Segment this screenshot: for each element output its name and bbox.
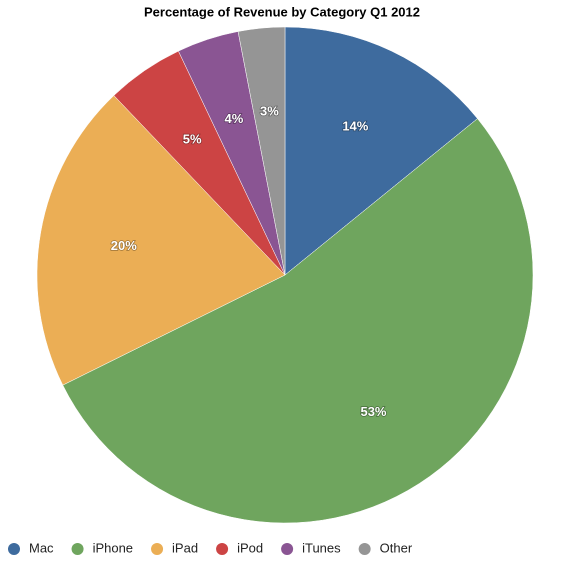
legend-label: iPhone <box>93 540 133 555</box>
pie-slice <box>237 26 286 276</box>
data-label: 14% <box>342 119 368 134</box>
legend-label: Other <box>380 540 413 555</box>
data-label: 20% <box>111 238 137 253</box>
legend-label: Mac <box>29 540 54 555</box>
pie-slice <box>36 95 286 386</box>
legend-label: iPad <box>172 540 198 555</box>
data-label: 3% <box>260 103 279 118</box>
legend-swatch <box>151 543 164 555</box>
legend-swatch <box>8 543 20 555</box>
data-label: 4% <box>225 111 244 126</box>
legend-swatch <box>71 543 84 555</box>
legend: Mac iPhone iPad iPod iTunes Other <box>8 540 413 555</box>
pie-slice <box>284 26 478 276</box>
legend-label: iTunes <box>302 540 341 555</box>
legend-swatch <box>216 543 229 555</box>
pie: 14% 53% 20% 5% 4% 3% <box>36 26 534 524</box>
pie-slice <box>62 118 534 524</box>
legend-label: iPod <box>237 540 263 555</box>
legend-swatch <box>281 543 294 555</box>
data-label: 53% <box>360 404 386 419</box>
chart-title: Percentage of Revenue by Category Q1 201… <box>144 4 420 19</box>
legend-swatch <box>358 543 371 555</box>
data-label: 5% <box>183 132 202 147</box>
